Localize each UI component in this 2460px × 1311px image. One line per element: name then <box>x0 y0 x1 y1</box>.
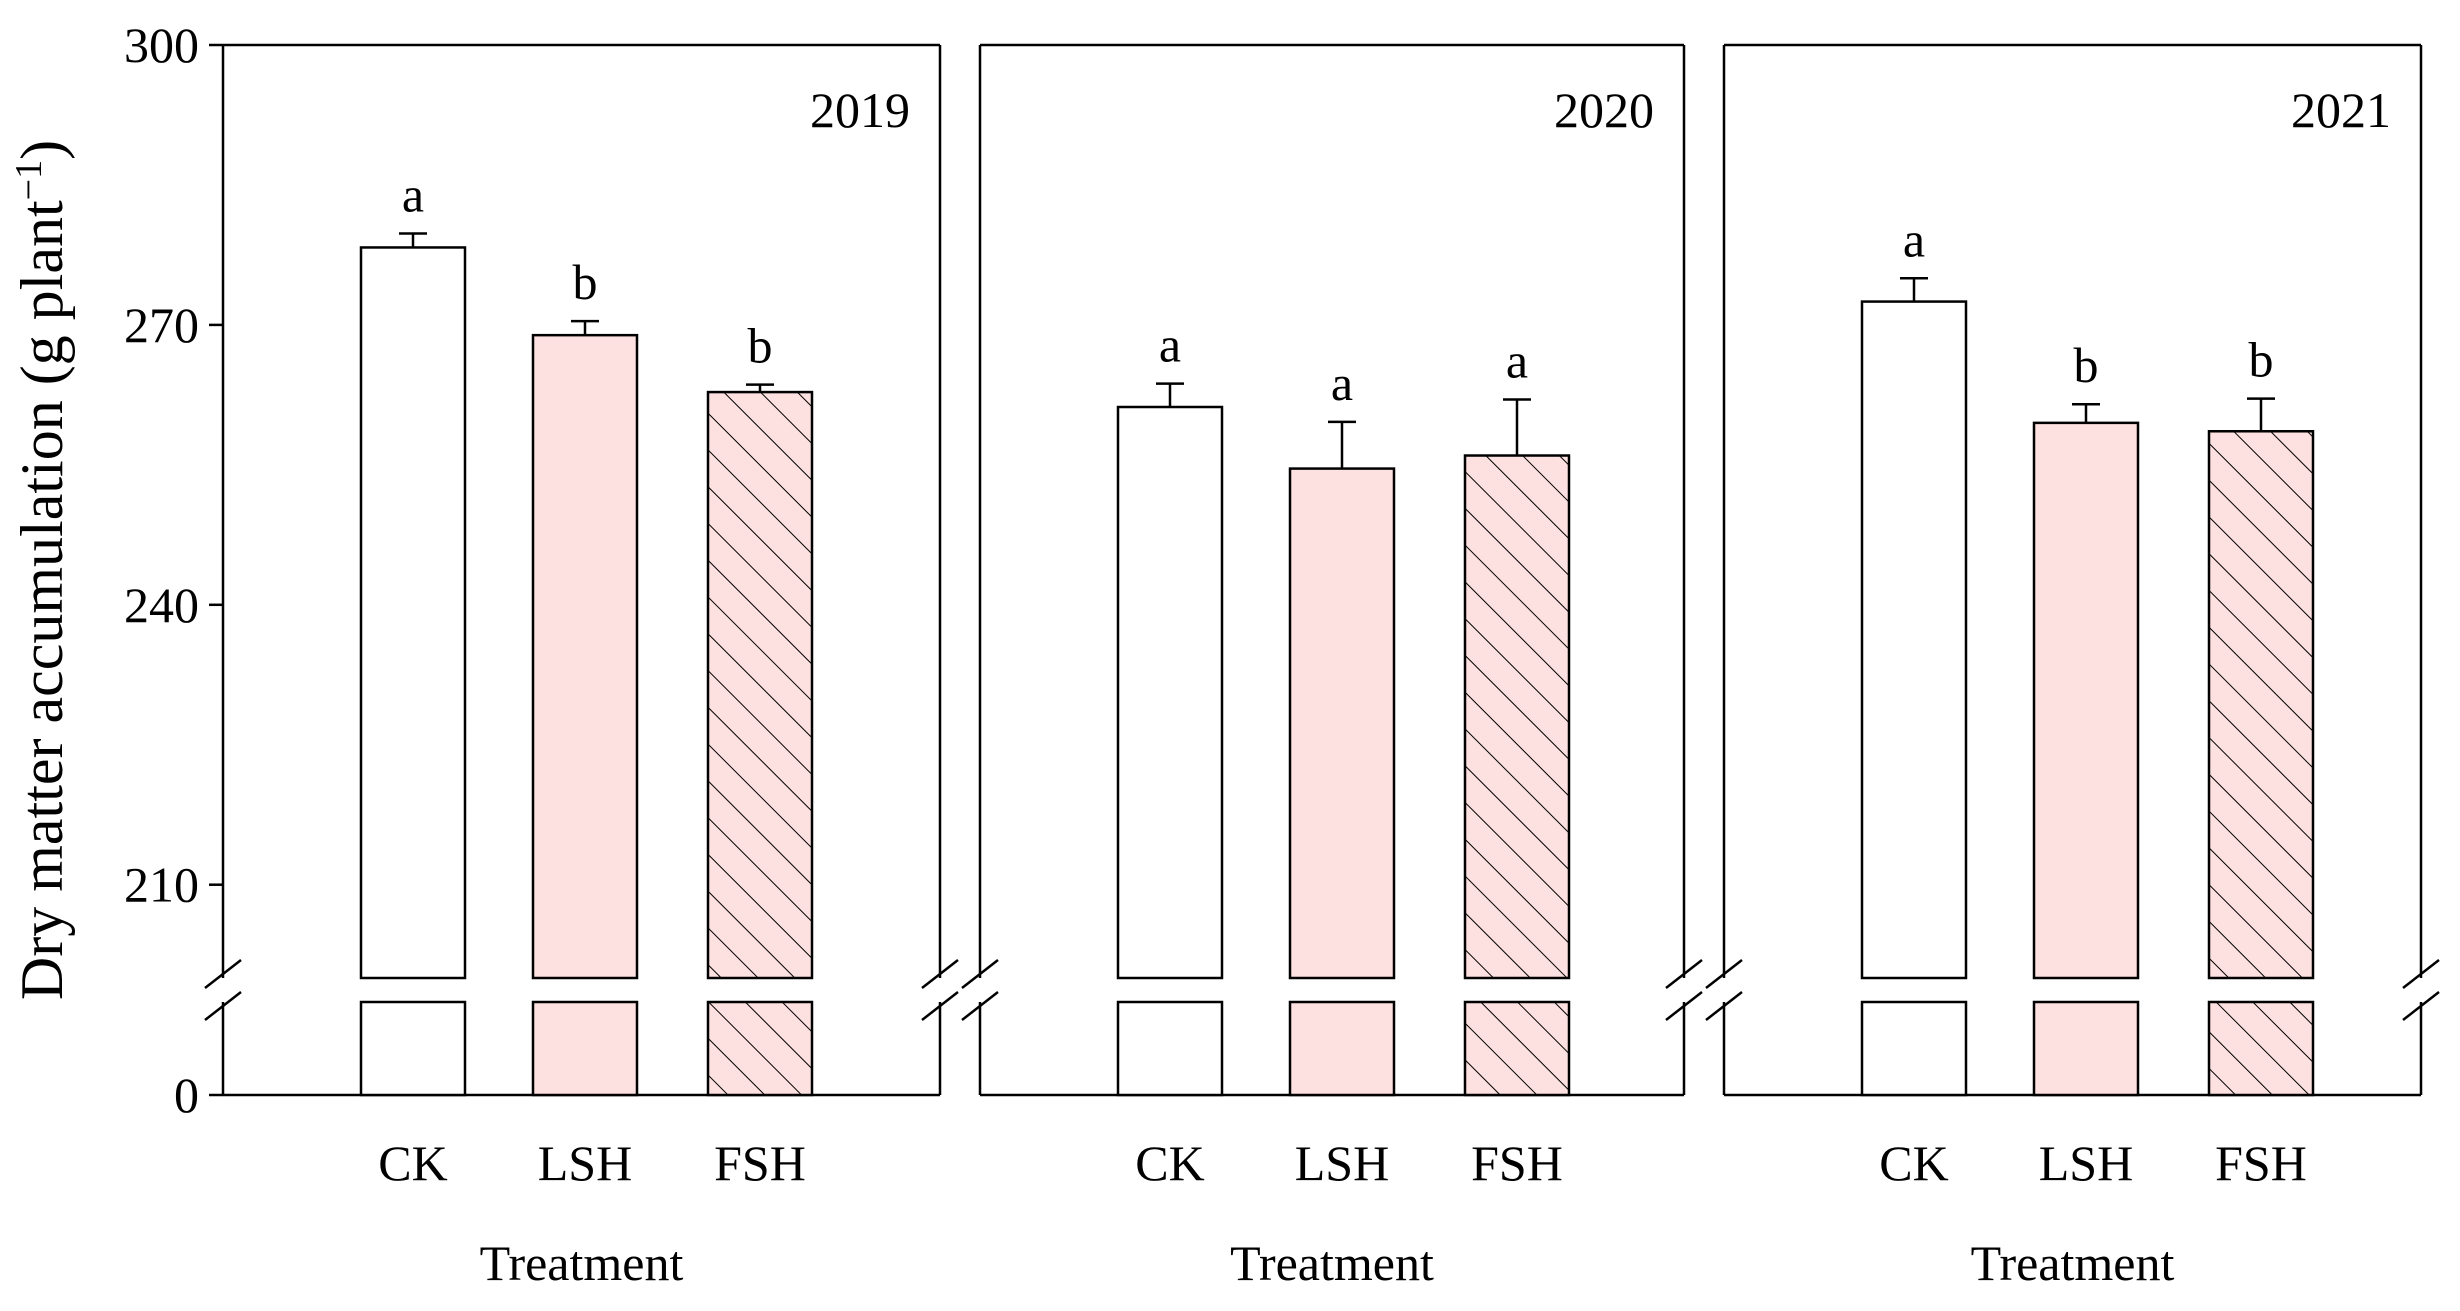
significance-label: b <box>573 254 598 310</box>
axis-break-mark <box>1665 991 1703 1021</box>
significance-label: a <box>1903 211 1925 267</box>
axis-break-mark <box>921 959 959 989</box>
axis-break-mark <box>1705 991 1743 1021</box>
bar-fsh-upper <box>2207 430 2315 980</box>
axis-break-mark <box>921 991 959 1021</box>
x-tick-label: FSH <box>1471 1135 1563 1191</box>
bar-ck-upper <box>359 246 467 980</box>
axis-break-mark <box>961 991 999 1021</box>
x-tick-label: CK <box>1135 1135 1204 1191</box>
x-axis-label: Treatment <box>1230 1235 1434 1291</box>
bar-lsh-upper <box>1288 467 1396 980</box>
bar-fsh-upper <box>706 390 814 980</box>
x-tick-label: LSH <box>1295 1135 1389 1191</box>
bar-lsh-lower <box>531 1000 639 1097</box>
bar-ck-lower <box>1116 1000 1224 1097</box>
significance-label: a <box>1159 317 1181 373</box>
y-tick-label: 210 <box>124 857 199 913</box>
x-tick-label: LSH <box>538 1135 632 1191</box>
bar-fsh-lower <box>1463 1000 1571 1097</box>
significance-label: b <box>748 318 773 374</box>
x-tick-label: CK <box>1879 1135 1948 1191</box>
significance-label: a <box>1506 333 1528 389</box>
x-tick-label: FSH <box>2215 1135 2307 1191</box>
panel-year-label: 2021 <box>2291 82 2391 138</box>
significance-label: b <box>2249 332 2274 388</box>
bar-fsh-lower <box>706 1000 814 1097</box>
bar-fsh-lower <box>2207 1000 2315 1097</box>
x-tick-label: FSH <box>714 1135 806 1191</box>
y-axis-label: Dry matter accumulation (g plant−1) <box>8 140 75 1000</box>
x-tick-label: CK <box>378 1135 447 1191</box>
bar-ck-upper <box>1860 300 1968 980</box>
x-axis-label: Treatment <box>1971 1235 2175 1291</box>
bar-ck-upper <box>1116 405 1224 980</box>
axis-break-mark <box>204 959 242 989</box>
axis-break-mark <box>2402 991 2440 1021</box>
bar-lsh-lower <box>1288 1000 1396 1097</box>
bar-fsh-upper <box>1463 454 1571 980</box>
axis-break-mark <box>2402 959 2440 989</box>
y-tick-label: 300 <box>124 17 199 73</box>
axis-break-mark <box>1705 959 1743 989</box>
bar-lsh-upper <box>531 333 639 980</box>
significance-label: a <box>402 166 424 222</box>
significance-label: a <box>1331 355 1353 411</box>
axis-break-mark <box>204 991 242 1021</box>
panel-year-label: 2020 <box>1554 82 1654 138</box>
axis-break-mark <box>961 959 999 989</box>
x-tick-label: LSH <box>2039 1135 2133 1191</box>
y-tick-label: 0 <box>174 1067 199 1123</box>
y-tick-label: 270 <box>124 297 199 353</box>
bar-ck-lower <box>1860 1000 1968 1097</box>
panel-year-label: 2019 <box>810 82 910 138</box>
x-axis-label: Treatment <box>480 1235 684 1291</box>
significance-label: b <box>2074 337 2099 393</box>
bar-lsh-lower <box>2032 1000 2140 1097</box>
bar-lsh-upper <box>2032 421 2140 980</box>
axis-break-mark <box>1665 959 1703 989</box>
y-tick-label: 240 <box>124 577 199 633</box>
bar-ck-lower <box>359 1000 467 1097</box>
